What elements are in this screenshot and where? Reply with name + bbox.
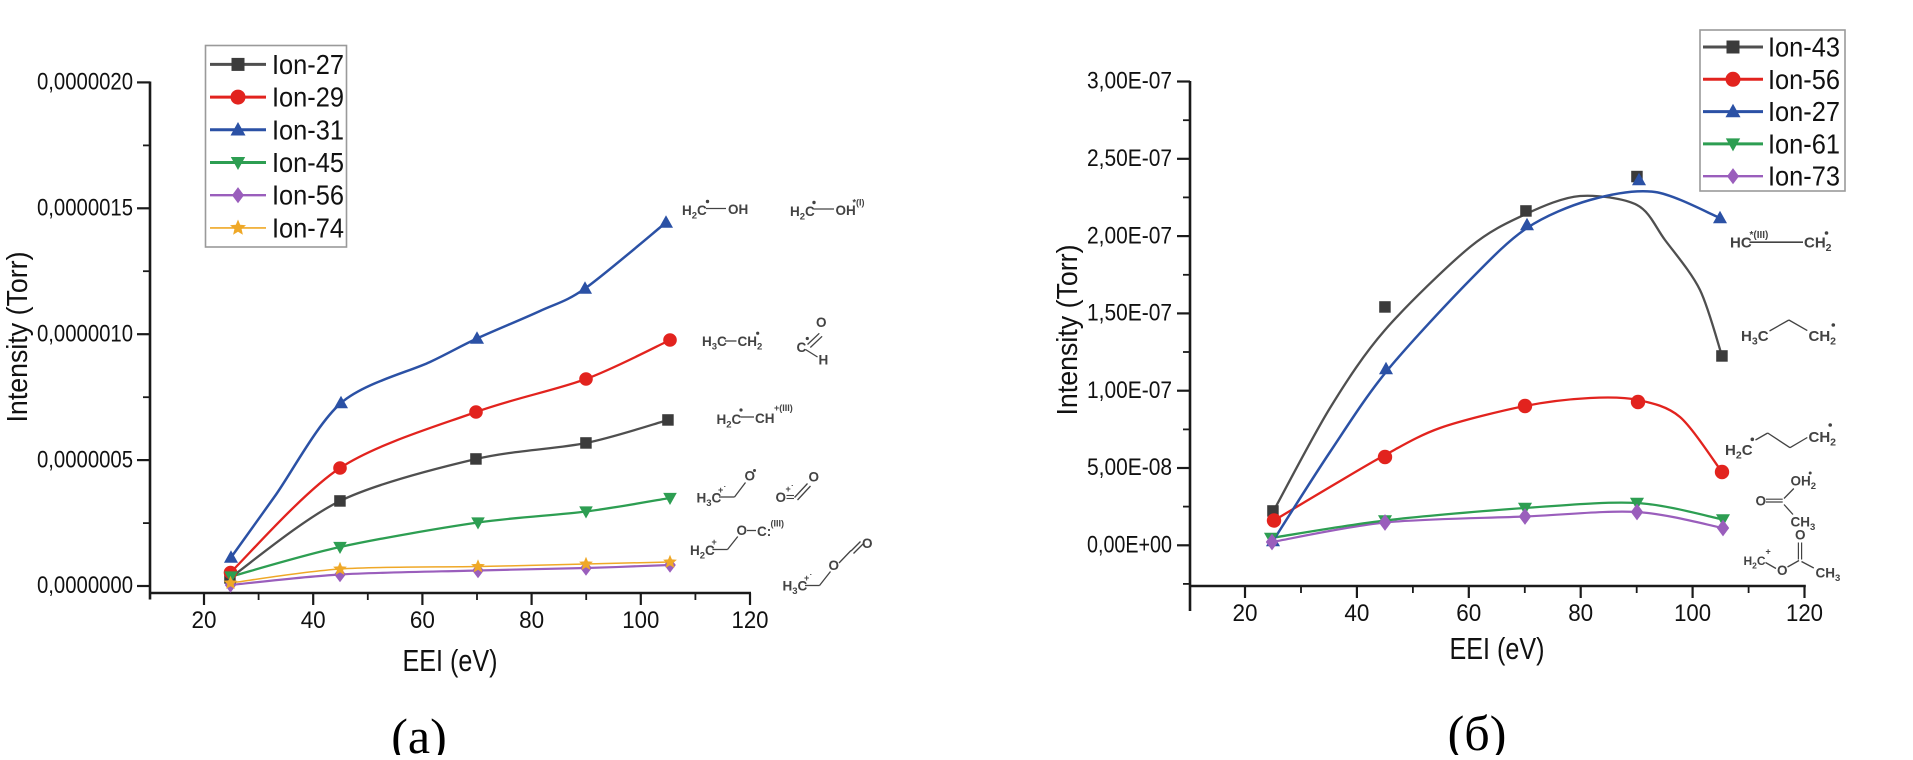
svg-text:+: + <box>1766 547 1771 557</box>
svg-text:0,0000000: 0,0000000 <box>37 572 133 599</box>
svg-text:*(III): *(III) <box>1750 230 1769 241</box>
svg-text:60: 60 <box>410 607 435 634</box>
svg-text:O: O <box>1777 563 1788 578</box>
svg-text:+(III): +(III) <box>774 403 793 413</box>
svg-text:Ion-61: Ion-61 <box>1768 128 1840 159</box>
svg-text:0,0000015: 0,0000015 <box>37 195 133 222</box>
svg-text:+˙: +˙ <box>804 573 812 583</box>
svg-text:C: C <box>797 340 807 355</box>
svg-text:CH2: CH2 <box>1809 429 1837 449</box>
svg-text:+˙: +˙ <box>786 484 794 494</box>
svg-text:H3C: H3C <box>697 491 722 510</box>
svg-text:O: O <box>829 558 840 573</box>
svg-text:H2C: H2C <box>1725 442 1753 462</box>
svg-text:O: O <box>776 490 787 505</box>
svg-text:O: O <box>809 470 820 485</box>
svg-text:40: 40 <box>301 607 326 634</box>
svg-text:H: H <box>819 353 829 368</box>
svg-text:0,00E+00: 0,00E+00 <box>1087 532 1172 559</box>
svg-text:120: 120 <box>1786 600 1823 627</box>
svg-text:(a): (a) <box>391 708 447 755</box>
svg-text:Ion-56: Ion-56 <box>272 180 344 211</box>
svg-text:H3C: H3C <box>783 579 808 598</box>
svg-text:EEI (eV): EEI (eV) <box>403 643 498 678</box>
svg-text:Ion-27: Ion-27 <box>272 49 344 80</box>
svg-text:Ion-74: Ion-74 <box>272 212 344 243</box>
svg-text:0,0000020: 0,0000020 <box>37 69 133 96</box>
svg-text:H2C: H2C <box>682 203 707 222</box>
svg-text:0,0000005: 0,0000005 <box>37 446 133 473</box>
svg-text:Intensity (Torr): Intensity (Torr) <box>2 252 34 423</box>
svg-text:H3C: H3C <box>1741 328 1769 348</box>
svg-text:60: 60 <box>1456 600 1481 627</box>
svg-text:CH2: CH2 <box>1809 328 1837 348</box>
svg-text:100: 100 <box>622 607 659 634</box>
svg-text:H2C: H2C <box>717 412 742 431</box>
svg-text:Ion-56: Ion-56 <box>1768 64 1840 95</box>
svg-text:CH: CH <box>755 411 775 426</box>
svg-text:80: 80 <box>519 607 544 634</box>
svg-text:O: O <box>1795 528 1806 543</box>
svg-text:2,50E-07: 2,50E-07 <box>1087 145 1172 172</box>
svg-text:OH2: OH2 <box>1791 474 1817 493</box>
svg-text:O: O <box>816 315 827 330</box>
svg-text:3,00E-07: 3,00E-07 <box>1087 68 1172 95</box>
svg-text:5,00E-08: 5,00E-08 <box>1087 454 1172 481</box>
svg-text:H3C: H3C <box>702 334 727 353</box>
svg-text:+: + <box>712 537 717 547</box>
svg-text:OH: OH <box>836 203 856 218</box>
svg-text:CH3: CH3 <box>1816 566 1841 585</box>
svg-text:O: O <box>745 469 756 484</box>
svg-text:20: 20 <box>1233 600 1258 627</box>
svg-text:120: 120 <box>732 607 769 634</box>
svg-text:Ion-27: Ion-27 <box>1768 96 1840 127</box>
svg-text:20: 20 <box>192 607 217 634</box>
svg-text:CH2: CH2 <box>1804 235 1832 255</box>
svg-text:EEI (eV): EEI (eV) <box>1450 631 1545 666</box>
svg-text:100: 100 <box>1674 600 1711 627</box>
svg-text:O: O <box>1756 494 1767 509</box>
svg-text:H2C: H2C <box>1744 554 1766 571</box>
svg-text:OH: OH <box>728 202 748 217</box>
svg-text:Ion-29: Ion-29 <box>272 82 344 113</box>
svg-text:O: O <box>862 536 873 551</box>
svg-text:O: O <box>737 523 748 538</box>
svg-text:C:: C: <box>757 524 771 539</box>
svg-text:Ion-31: Ion-31 <box>272 114 344 145</box>
svg-text:Ion-43: Ion-43 <box>1768 32 1840 63</box>
svg-text:Intensity (Torr): Intensity (Torr) <box>1052 245 1084 416</box>
svg-text:1,50E-07: 1,50E-07 <box>1087 300 1172 327</box>
svg-text:Ion-73: Ion-73 <box>1768 161 1840 192</box>
svg-text:80: 80 <box>1568 600 1593 627</box>
svg-text:H2C: H2C <box>690 543 715 562</box>
svg-text:+˙: +˙ <box>718 485 726 495</box>
svg-text:CH3: CH3 <box>1791 515 1816 534</box>
svg-text:Ion-45: Ion-45 <box>272 147 344 178</box>
svg-text:*(I): *(I) <box>853 198 865 208</box>
svg-text:0,0000010: 0,0000010 <box>37 320 133 347</box>
svg-text:CH2: CH2 <box>738 334 763 353</box>
svg-text:(б): (б) <box>1448 705 1507 755</box>
svg-text:1,00E-07: 1,00E-07 <box>1087 377 1172 404</box>
svg-text:H2C: H2C <box>790 204 815 223</box>
svg-text:HC: HC <box>1730 235 1752 252</box>
svg-text:2,00E-07: 2,00E-07 <box>1087 222 1172 249</box>
svg-text:(III): (III) <box>771 519 785 529</box>
svg-text:40: 40 <box>1344 600 1369 627</box>
